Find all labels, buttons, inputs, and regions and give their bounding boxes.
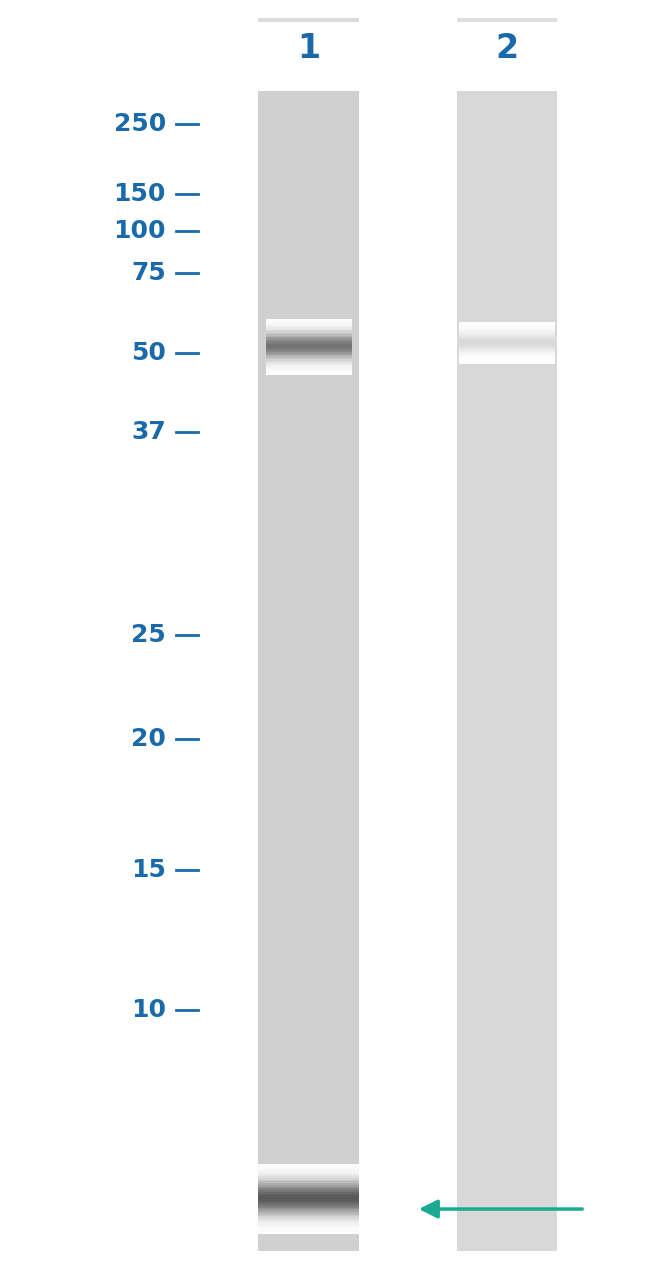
Bar xyxy=(259,18,359,22)
Bar xyxy=(266,352,352,353)
Bar xyxy=(266,372,352,373)
Bar xyxy=(266,358,352,359)
Bar xyxy=(259,1231,359,1232)
Bar xyxy=(266,349,352,351)
Bar xyxy=(266,373,352,375)
Bar xyxy=(456,91,558,1251)
Text: 75: 75 xyxy=(131,262,166,284)
Bar xyxy=(266,330,352,331)
Bar xyxy=(259,1176,359,1179)
Bar xyxy=(456,18,558,22)
Bar xyxy=(259,1205,359,1208)
Bar xyxy=(266,364,352,366)
Bar xyxy=(266,361,352,362)
Bar xyxy=(266,362,352,363)
Bar xyxy=(259,1193,359,1194)
Text: 20: 20 xyxy=(131,728,166,751)
Bar xyxy=(266,353,352,356)
Bar xyxy=(266,329,352,330)
Bar xyxy=(259,1166,359,1167)
Bar xyxy=(259,1189,359,1190)
Bar xyxy=(259,1204,359,1205)
Bar xyxy=(259,1180,359,1181)
Bar xyxy=(266,338,352,340)
Bar xyxy=(266,371,352,372)
Bar xyxy=(259,1195,359,1198)
Bar xyxy=(259,1208,359,1209)
Bar xyxy=(266,320,352,321)
Bar xyxy=(266,367,352,370)
Text: 15: 15 xyxy=(131,859,166,881)
Bar xyxy=(266,342,352,343)
Bar xyxy=(266,363,352,364)
Text: 250: 250 xyxy=(114,113,166,136)
Bar xyxy=(259,1198,359,1199)
Bar xyxy=(259,1167,359,1170)
Bar xyxy=(259,91,359,1251)
Bar xyxy=(259,1214,359,1217)
Bar xyxy=(259,1228,359,1231)
Bar xyxy=(259,1170,359,1171)
Text: 37: 37 xyxy=(131,420,166,443)
Bar xyxy=(259,1185,359,1186)
Bar xyxy=(266,324,352,326)
Bar xyxy=(259,1199,359,1200)
Bar xyxy=(259,1194,359,1195)
Bar xyxy=(259,1172,359,1175)
Bar xyxy=(266,370,352,371)
Bar xyxy=(259,1213,359,1214)
Bar xyxy=(266,340,352,342)
Bar xyxy=(259,1217,359,1218)
Bar xyxy=(266,337,352,338)
Bar xyxy=(266,344,352,345)
Bar xyxy=(259,1186,359,1189)
Bar xyxy=(266,345,352,347)
Bar xyxy=(259,1218,359,1219)
Bar xyxy=(266,357,352,358)
Bar xyxy=(259,1181,359,1184)
Bar xyxy=(259,1165,359,1166)
Bar xyxy=(259,1184,359,1185)
Bar xyxy=(259,1222,359,1223)
Bar xyxy=(259,1226,359,1227)
Bar xyxy=(266,319,352,320)
Text: 10: 10 xyxy=(131,998,166,1021)
Bar xyxy=(266,323,352,324)
Bar xyxy=(266,333,352,334)
Bar xyxy=(259,1203,359,1204)
Bar xyxy=(259,1209,359,1212)
Bar xyxy=(266,334,352,335)
Bar xyxy=(259,1190,359,1193)
Bar xyxy=(259,1171,359,1172)
Bar xyxy=(266,359,352,361)
Bar xyxy=(266,328,352,329)
Bar xyxy=(266,347,352,348)
Bar xyxy=(259,1227,359,1228)
Bar xyxy=(266,331,352,333)
Bar xyxy=(266,335,352,337)
Bar xyxy=(266,343,352,344)
Text: 2: 2 xyxy=(495,32,519,65)
Bar xyxy=(259,1179,359,1180)
Bar xyxy=(259,1223,359,1226)
Bar xyxy=(266,321,352,323)
Bar xyxy=(266,348,352,349)
Bar xyxy=(259,1175,359,1176)
Bar xyxy=(266,356,352,357)
Text: 25: 25 xyxy=(131,624,166,646)
Bar xyxy=(266,351,352,352)
Bar xyxy=(259,1212,359,1213)
Bar xyxy=(259,1219,359,1222)
Bar xyxy=(259,1232,359,1233)
Bar xyxy=(266,366,352,367)
Text: 100: 100 xyxy=(113,220,166,243)
Text: 50: 50 xyxy=(131,342,166,364)
Text: 150: 150 xyxy=(113,183,166,206)
Bar xyxy=(266,326,352,328)
Bar xyxy=(259,1200,359,1203)
Text: 1: 1 xyxy=(297,32,320,65)
